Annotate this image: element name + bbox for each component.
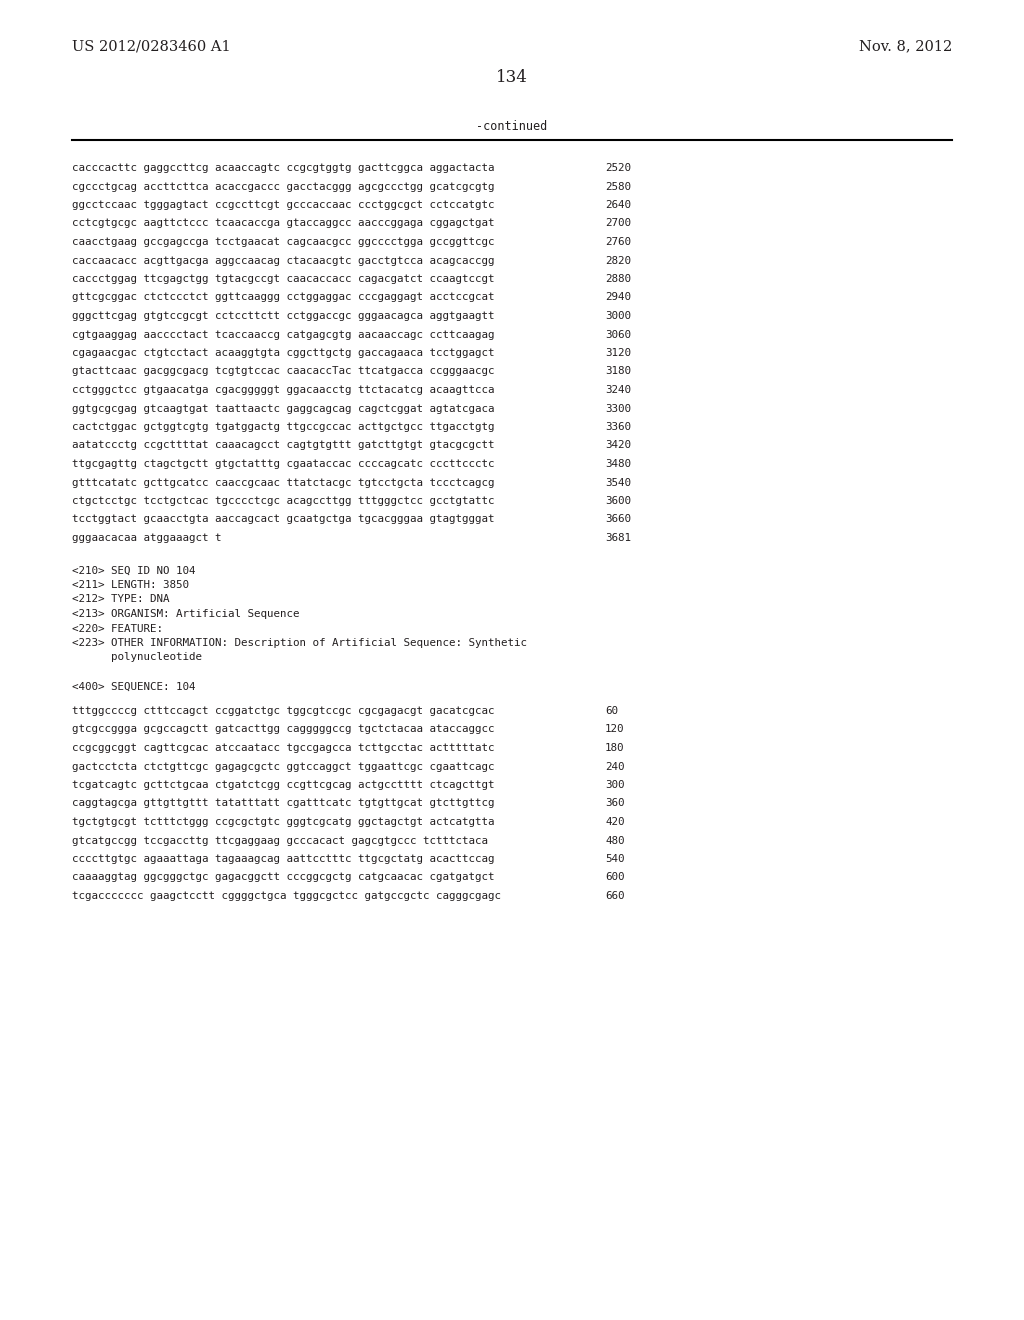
Text: gttcgcggac ctctccctct ggttcaaggg cctggaggac cccgaggagt acctccgcat: gttcgcggac ctctccctct ggttcaaggg cctggag… (72, 293, 495, 302)
Text: caccaacacc acgttgacga aggccaacag ctacaacgtc gacctgtcca acagcaccgg: caccaacacc acgttgacga aggccaacag ctacaac… (72, 256, 495, 265)
Text: <220> FEATURE:: <220> FEATURE: (72, 623, 163, 634)
Text: 480: 480 (605, 836, 625, 846)
Text: cgagaacgac ctgtcctact acaaggtgta cggcttgctg gaccagaaca tcctggagct: cgagaacgac ctgtcctact acaaggtgta cggcttg… (72, 348, 495, 358)
Text: <400> SEQUENCE: 104: <400> SEQUENCE: 104 (72, 681, 196, 692)
Text: ttgcgagttg ctagctgctt gtgctatttg cgaataccac ccccagcatc cccttccctc: ttgcgagttg ctagctgctt gtgctatttg cgaatac… (72, 459, 495, 469)
Text: 120: 120 (605, 725, 625, 734)
Text: 3360: 3360 (605, 422, 631, 432)
Text: caacctgaag gccgagccga tcctgaacat cagcaacgcc ggcccctgga gccggttcgc: caacctgaag gccgagccga tcctgaacat cagcaac… (72, 238, 495, 247)
Text: ccccttgtgc agaaattaga tagaaagcag aattcctttc ttgcgctatg acacttccag: ccccttgtgc agaaattaga tagaaagcag aattcct… (72, 854, 495, 865)
Text: -continued: -continued (476, 120, 548, 133)
Text: 300: 300 (605, 780, 625, 789)
Text: 60: 60 (605, 706, 618, 715)
Text: cgtgaaggag aacccctact tcaccaaccg catgagcgtg aacaaccagc ccttcaagag: cgtgaaggag aacccctact tcaccaaccg catgagc… (72, 330, 495, 339)
Text: 3681: 3681 (605, 533, 631, 543)
Text: cctgggctcc gtgaacatga cgacgggggt ggacaacctg ttctacatcg acaagttcca: cctgggctcc gtgaacatga cgacgggggt ggacaac… (72, 385, 495, 395)
Text: cacccacttc gaggccttcg acaaccagtc ccgcgtggtg gacttcggca aggactacta: cacccacttc gaggccttcg acaaccagtc ccgcgtg… (72, 162, 495, 173)
Text: tcgaccccccc gaagctcctt cggggctgca tgggcgctcc gatgccgctc cagggcgagc: tcgaccccccc gaagctcctt cggggctgca tgggcg… (72, 891, 501, 902)
Text: 3000: 3000 (605, 312, 631, 321)
Text: 180: 180 (605, 743, 625, 752)
Text: ctgctcctgc tcctgctcac tgcccctcgc acagccttgg tttgggctcc gcctgtattc: ctgctcctgc tcctgctcac tgcccctcgc acagcct… (72, 496, 495, 506)
Text: aatatccctg ccgcttttat caaacagcct cagtgtgttt gatcttgtgt gtacgcgctt: aatatccctg ccgcttttat caaacagcct cagtgtg… (72, 441, 495, 450)
Text: <213> ORGANISM: Artificial Sequence: <213> ORGANISM: Artificial Sequence (72, 609, 299, 619)
Text: tttggccccg ctttccagct ccggatctgc tggcgtccgc cgcgagacgt gacatcgcac: tttggccccg ctttccagct ccggatctgc tggcgtc… (72, 706, 495, 715)
Text: caccctggag ttcgagctgg tgtacgccgt caacaccacc cagacgatct ccaagtccgt: caccctggag ttcgagctgg tgtacgccgt caacacc… (72, 275, 495, 284)
Text: gtttcatatc gcttgcatcc caaccgcaac ttatctacgc tgtcctgcta tccctcagcg: gtttcatatc gcttgcatcc caaccgcaac ttatcta… (72, 478, 495, 487)
Text: ggcctccaac tgggagtact ccgccttcgt gcccaccaac ccctggcgct cctccatgtc: ggcctccaac tgggagtact ccgccttcgt gcccacc… (72, 201, 495, 210)
Text: cactctggac gctggtcgtg tgatggactg ttgccgccac acttgctgcc ttgacctgtg: cactctggac gctggtcgtg tgatggactg ttgccgc… (72, 422, 495, 432)
Text: 2580: 2580 (605, 181, 631, 191)
Text: cctcgtgcgc aagttctccc tcaacaccga gtaccaggcc aacccggaga cggagctgat: cctcgtgcgc aagttctccc tcaacaccga gtaccag… (72, 219, 495, 228)
Text: 2760: 2760 (605, 238, 631, 247)
Text: 3420: 3420 (605, 441, 631, 450)
Text: cgccctgcag accttcttca acaccgaccc gacctacggg agcgccctgg gcatcgcgtg: cgccctgcag accttcttca acaccgaccc gacctac… (72, 181, 495, 191)
Text: Nov. 8, 2012: Nov. 8, 2012 (859, 40, 952, 53)
Text: gggaacacaa atggaaagct t: gggaacacaa atggaaagct t (72, 533, 221, 543)
Text: 3660: 3660 (605, 515, 631, 524)
Text: 3120: 3120 (605, 348, 631, 358)
Text: 3480: 3480 (605, 459, 631, 469)
Text: <223> OTHER INFORMATION: Description of Artificial Sequence: Synthetic: <223> OTHER INFORMATION: Description of … (72, 638, 527, 648)
Text: tcctggtact gcaacctgta aaccagcact gcaatgctga tgcacgggaa gtagtgggat: tcctggtact gcaacctgta aaccagcact gcaatgc… (72, 515, 495, 524)
Text: 2880: 2880 (605, 275, 631, 284)
Text: 3600: 3600 (605, 496, 631, 506)
Text: ggtgcgcgag gtcaagtgat taattaactc gaggcagcag cagctcggat agtatcgaca: ggtgcgcgag gtcaagtgat taattaactc gaggcag… (72, 404, 495, 413)
Text: <210> SEQ ID NO 104: <210> SEQ ID NO 104 (72, 565, 196, 576)
Text: 2700: 2700 (605, 219, 631, 228)
Text: gtcgccggga gcgccagctt gatcacttgg cagggggccg tgctctacaa ataccaggcc: gtcgccggga gcgccagctt gatcacttgg caggggg… (72, 725, 495, 734)
Text: 2820: 2820 (605, 256, 631, 265)
Text: tcgatcagtc gcttctgcaa ctgatctcgg ccgttcgcag actgcctttt ctcagcttgt: tcgatcagtc gcttctgcaa ctgatctcgg ccgttcg… (72, 780, 495, 789)
Text: 360: 360 (605, 799, 625, 808)
Text: gggcttcgag gtgtccgcgt cctccttctt cctggaccgc gggaacagca aggtgaagtt: gggcttcgag gtgtccgcgt cctccttctt cctggac… (72, 312, 495, 321)
Text: tgctgtgcgt tctttctggg ccgcgctgtc gggtcgcatg ggctagctgt actcatgtta: tgctgtgcgt tctttctggg ccgcgctgtc gggtcgc… (72, 817, 495, 828)
Text: US 2012/0283460 A1: US 2012/0283460 A1 (72, 40, 230, 53)
Text: 3240: 3240 (605, 385, 631, 395)
Text: caggtagcga gttgttgttt tatatttatt cgatttcatc tgtgttgcat gtcttgttcg: caggtagcga gttgttgttt tatatttatt cgatttc… (72, 799, 495, 808)
Text: gtcatgccgg tccgaccttg ttcgaggaag gcccacact gagcgtgccc tctttctaca: gtcatgccgg tccgaccttg ttcgaggaag gcccaca… (72, 836, 488, 846)
Text: 2940: 2940 (605, 293, 631, 302)
Text: gtacttcaac gacggcgacg tcgtgtccac caacaccTac ttcatgacca ccgggaacgc: gtacttcaac gacggcgacg tcgtgtccac caacacc… (72, 367, 495, 376)
Text: 2520: 2520 (605, 162, 631, 173)
Text: <211> LENGTH: 3850: <211> LENGTH: 3850 (72, 579, 189, 590)
Text: 134: 134 (496, 69, 528, 86)
Text: 3300: 3300 (605, 404, 631, 413)
Text: ccgcggcggt cagttcgcac atccaatacc tgccgagcca tcttgcctac actttttatc: ccgcggcggt cagttcgcac atccaatacc tgccgag… (72, 743, 495, 752)
Text: gactcctcta ctctgttcgc gagagcgctc ggtccaggct tggaattcgc cgaattcagc: gactcctcta ctctgttcgc gagagcgctc ggtccag… (72, 762, 495, 771)
Text: 3060: 3060 (605, 330, 631, 339)
Text: 3540: 3540 (605, 478, 631, 487)
Text: <212> TYPE: DNA: <212> TYPE: DNA (72, 594, 170, 605)
Text: 600: 600 (605, 873, 625, 883)
Text: caaaaggtag ggcgggctgc gagacggctt cccggcgctg catgcaacac cgatgatgct: caaaaggtag ggcgggctgc gagacggctt cccggcg… (72, 873, 495, 883)
Text: 240: 240 (605, 762, 625, 771)
Text: 660: 660 (605, 891, 625, 902)
Text: 2640: 2640 (605, 201, 631, 210)
Text: polynucleotide: polynucleotide (72, 652, 202, 663)
Text: 3180: 3180 (605, 367, 631, 376)
Text: 420: 420 (605, 817, 625, 828)
Text: 540: 540 (605, 854, 625, 865)
